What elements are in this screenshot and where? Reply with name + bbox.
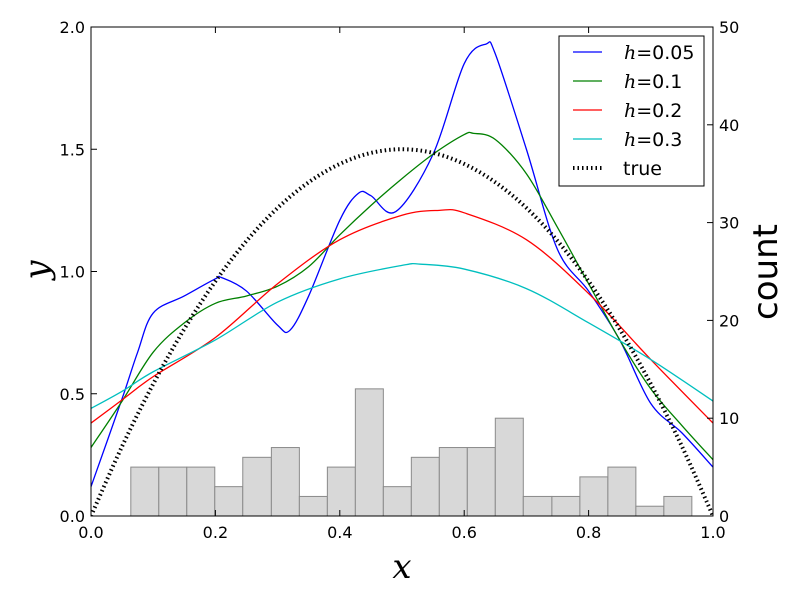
series-line-h-3	[91, 262, 713, 409]
histogram-bar	[270, 447, 300, 517]
legend-value: =0.1	[636, 71, 682, 93]
histogram-bar	[410, 456, 440, 517]
y-tick-label: 0.0	[60, 507, 85, 526]
legend-label: h=0.1	[624, 71, 682, 93]
histogram-bar	[522, 495, 553, 517]
x-tick-label: 0.8	[576, 523, 601, 542]
x-tick-label: 0.2	[203, 523, 228, 542]
histogram-bar	[494, 417, 524, 517]
x-axis-label: x	[392, 547, 411, 587]
right-y-tick-label: 20	[719, 311, 739, 330]
histogram-bar	[354, 388, 384, 517]
histogram-bar	[438, 447, 468, 517]
series-lines	[91, 41, 713, 516]
histogram-bar	[382, 486, 412, 517]
histogram-bar	[663, 495, 693, 517]
y-tick-label: 1.0	[60, 263, 85, 282]
x-tick-label: 1.0	[700, 523, 725, 542]
histogram-bar	[158, 466, 188, 517]
histogram-bar	[242, 456, 272, 517]
right-y-tick-label: 10	[719, 409, 739, 428]
axis-ticks: 0.0 0.2 0.4 0.6 0.8 1.0 0.0 0.5 1.0 1.5 2.0 0 10 20 30…	[60, 18, 740, 542]
series-line-h-1	[91, 131, 713, 461]
x-tick-label: 0.6	[451, 523, 476, 542]
right-y-tick-label: 0	[719, 507, 729, 526]
histogram	[130, 388, 693, 517]
legend-h-symbol: h	[624, 71, 636, 93]
legend-label: h=0.2	[624, 100, 682, 122]
legend-value: =0.2	[636, 100, 682, 122]
y-axis-label: y	[17, 260, 57, 282]
legend-h-symbol: h	[624, 100, 636, 122]
y-tick-label: 0.5	[60, 385, 85, 404]
histogram-bar	[551, 495, 581, 517]
histogram-bar	[466, 447, 496, 517]
legend-label: true	[623, 158, 662, 180]
histogram-bar	[635, 505, 665, 517]
series-line-h-0	[91, 41, 713, 487]
right-y-tick-label: 30	[719, 214, 739, 233]
legend-box	[558, 35, 705, 187]
legend-value: =0.3	[636, 129, 682, 151]
histogram-bar	[186, 466, 216, 517]
histogram-bar	[298, 495, 328, 517]
legend-value: =0.05	[636, 42, 694, 64]
histogram-bar	[214, 486, 244, 517]
histogram-bar	[130, 466, 160, 517]
x-tick-label: 0.0	[78, 523, 103, 542]
legend-label: h=0.3	[624, 129, 682, 151]
y-tick-label: 1.5	[60, 140, 85, 159]
histogram-bar	[326, 466, 356, 517]
histogram-bar	[607, 466, 637, 517]
legend-label: h=0.05	[624, 42, 694, 64]
right-y-axis-label: count	[746, 224, 786, 320]
series-line-true	[91, 147, 713, 516]
legend-h-symbol: h	[624, 129, 636, 151]
histogram-bar	[579, 476, 609, 517]
x-tick-label: 0.4	[327, 523, 352, 542]
legend-h-symbol: h	[624, 42, 636, 64]
right-y-tick-label: 50	[719, 18, 739, 37]
legend-value: true	[623, 158, 662, 180]
y-tick-label: 2.0	[60, 18, 85, 37]
right-y-tick-label: 40	[719, 116, 739, 135]
